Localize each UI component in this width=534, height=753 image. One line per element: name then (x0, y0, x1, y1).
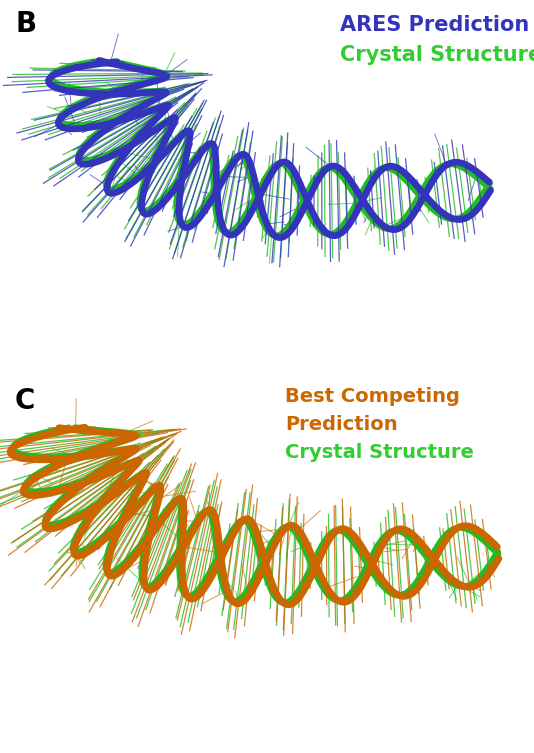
Text: Crystal Structure: Crystal Structure (285, 443, 474, 462)
Text: B: B (15, 10, 36, 38)
Text: Crystal Structure: Crystal Structure (340, 45, 534, 65)
Text: C: C (15, 386, 35, 414)
Text: Prediction: Prediction (285, 415, 398, 434)
Text: ARES Prediction: ARES Prediction (340, 15, 529, 35)
Text: Best Competing: Best Competing (285, 386, 460, 406)
